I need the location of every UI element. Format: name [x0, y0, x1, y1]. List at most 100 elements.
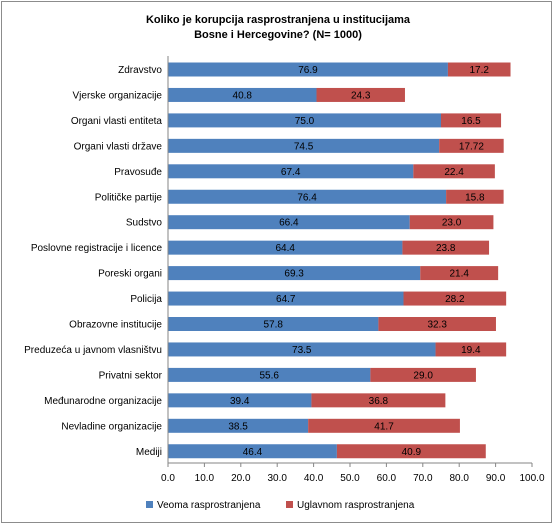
- bar-veoma: [168, 291, 404, 306]
- x-tick-label: 40.0: [304, 473, 324, 484]
- legend: Veoma rasprostranjena Uglavnom rasprostra…: [146, 500, 415, 511]
- category-label: Policija: [130, 294, 162, 305]
- data-label: 67.4: [281, 167, 301, 178]
- x-axis: 0.0 10.0 20.0 30.0 40.0 50.0 60.0 70.0 80.0 90.0 1…: [161, 56, 545, 484]
- category-label: Sudstvo: [126, 218, 163, 229]
- data-label: 23.0: [442, 218, 462, 229]
- data-label: 76.4: [297, 192, 317, 203]
- bar-uglavnom: [435, 342, 507, 357]
- bar-uglavnom: [370, 367, 476, 382]
- category-label: Preduzeća u javnom vlasništvu: [24, 345, 162, 356]
- legend-label: Uglavnom rasprostranjena: [297, 500, 415, 511]
- category-label: Poreski organi: [98, 269, 162, 280]
- data-label: 16.5: [461, 116, 481, 127]
- bar-veoma: [168, 138, 440, 153]
- data-label: 46.4: [243, 447, 263, 458]
- category-label: Organi vlasti države: [74, 141, 163, 152]
- data-label: 73.5: [292, 345, 312, 356]
- data-label: 64.7: [276, 294, 296, 305]
- x-tick-label: 50.0: [340, 473, 360, 484]
- legend-swatch-uglavnom: [286, 501, 293, 508]
- bar-uglavnom: [413, 164, 495, 179]
- bar-uglavnom: [409, 215, 494, 230]
- bar-veoma: [168, 444, 337, 459]
- data-label: 66.4: [279, 218, 299, 229]
- bar-veoma: [168, 215, 410, 230]
- category-label: Poslovne registracije i licence: [31, 243, 163, 254]
- category-label: Mediji: [136, 447, 162, 458]
- data-label: 75.0: [295, 116, 315, 127]
- data-label: 40.8: [233, 90, 253, 101]
- data-label: 19.4: [461, 345, 481, 356]
- bar-veoma: [168, 62, 448, 77]
- x-tick-label: 90.0: [486, 473, 506, 484]
- legend-label: Veoma rasprostranjena: [157, 500, 261, 511]
- bar-veoma: [168, 367, 371, 382]
- x-tick-label: 80.0: [449, 473, 469, 484]
- bar-veoma: [168, 240, 403, 255]
- data-label: 17.72: [459, 141, 484, 152]
- category-label: Privatni sektor: [99, 370, 163, 381]
- bar-veoma: [168, 113, 441, 128]
- bar-uglavnom: [446, 189, 504, 204]
- chart-title-line: Koliko je korupcija rasprostranjena u in…: [146, 14, 411, 26]
- data-label: 15.8: [465, 192, 485, 203]
- category-labels: Zdravstvo Vjerske organizacije Organi vlas…: [24, 65, 163, 458]
- data-label: 17.2: [469, 65, 489, 76]
- data-label: 29.0: [413, 370, 433, 381]
- data-label: 22.4: [444, 167, 464, 178]
- bar-uglavnom: [420, 266, 499, 281]
- category-label: Političke partije: [95, 192, 163, 203]
- x-tick-label: 20.0: [231, 473, 251, 484]
- legend-swatch-veoma: [146, 501, 153, 508]
- bar-uglavnom: [311, 393, 446, 408]
- data-label: 32.3: [427, 320, 447, 331]
- chart-title: Koliko je korupcija rasprostranjena u in…: [146, 14, 411, 41]
- data-label: 76.9: [298, 65, 318, 76]
- data-label: 40.9: [402, 447, 422, 458]
- category-label: Zdravstvo: [118, 65, 162, 76]
- bar-uglavnom: [441, 113, 502, 128]
- chart-title-line: Bosne i Hercegovine? (N= 1000): [194, 29, 362, 41]
- bar-veoma: [168, 317, 379, 331]
- bar-uglavnom: [336, 444, 486, 459]
- category-label: Organi vlasti entiteta: [71, 116, 163, 127]
- data-label: 41.7: [374, 421, 394, 432]
- data-label: 36.8: [369, 396, 389, 407]
- category-label: Nevladine organizacije: [61, 421, 162, 432]
- bar-veoma: [168, 393, 312, 408]
- bar-veoma: [168, 164, 414, 179]
- bar-uglavnom: [403, 291, 507, 306]
- x-tick-label: 60.0: [377, 473, 397, 484]
- category-label: Pravosuđe: [114, 167, 162, 178]
- x-tick-label: 10.0: [195, 473, 215, 484]
- data-label: 69.3: [284, 269, 304, 280]
- data-label: 64.4: [275, 243, 295, 254]
- x-tick-label: 30.0: [267, 473, 287, 484]
- x-tick-label: 0.0: [161, 473, 175, 484]
- data-label: 24.3: [351, 90, 371, 101]
- bar-uglavnom: [378, 317, 496, 331]
- bar-uglavnom: [402, 240, 490, 255]
- bar-uglavnom: [308, 418, 460, 433]
- data-label: 21.4: [449, 269, 469, 280]
- bar-veoma: [168, 342, 436, 357]
- data-label: 57.8: [263, 320, 283, 331]
- bar-veoma: [168, 189, 447, 204]
- data-label: 39.4: [230, 396, 250, 407]
- data-label: 74.5: [294, 141, 314, 152]
- bars: 76.9 17.2 40.8 24.3 75.0 16.5 74.5 17.72 67.4 22.…: [168, 62, 511, 459]
- bar-veoma: [168, 418, 309, 433]
- bar-uglavnom: [316, 87, 405, 102]
- category-label: Međunarodne organizacije: [44, 396, 162, 407]
- x-tick-label: 100.0: [519, 473, 544, 484]
- bar-uglavnom: [447, 62, 511, 77]
- data-label: 23.8: [436, 243, 456, 254]
- data-label: 55.6: [259, 370, 279, 381]
- data-label: 28.2: [445, 294, 465, 305]
- bar-veoma: [168, 87, 317, 102]
- x-tick-label: 70.0: [413, 473, 433, 484]
- bar-veoma: [168, 266, 421, 281]
- category-label: Vjerske organizacije: [73, 90, 163, 101]
